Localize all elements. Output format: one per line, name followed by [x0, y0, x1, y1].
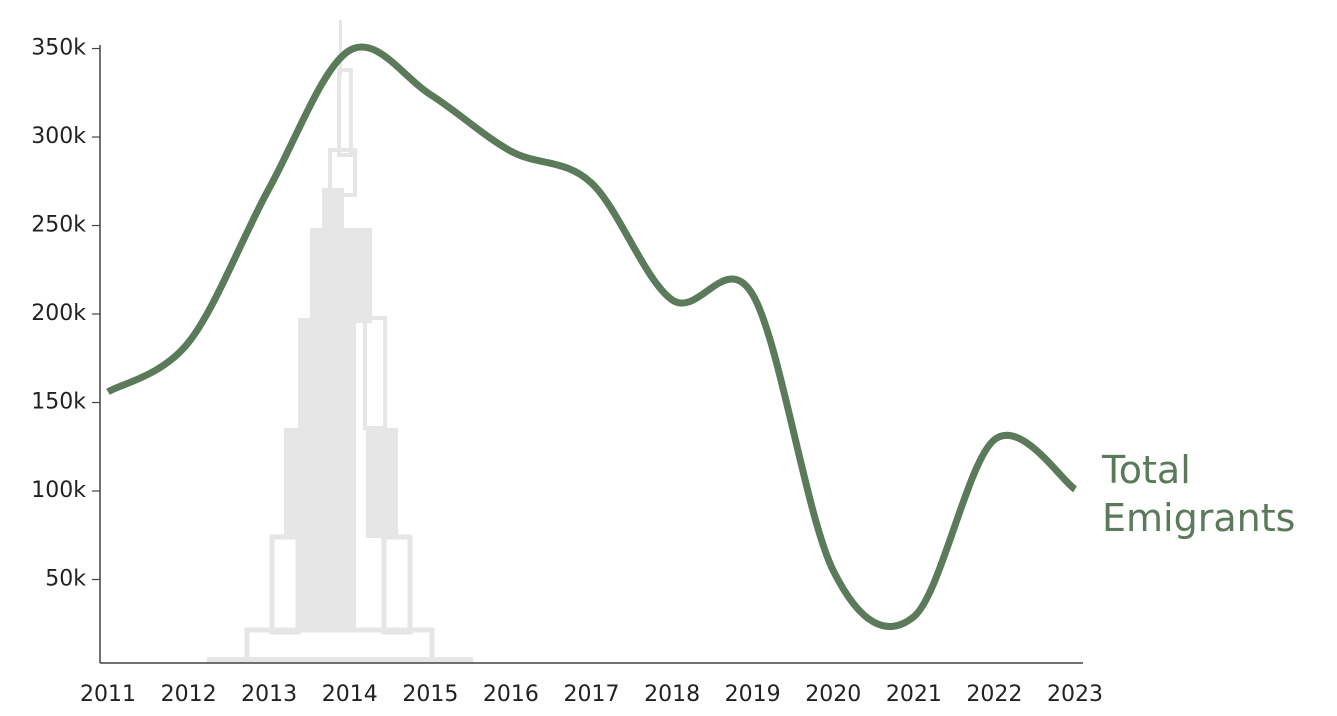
x-tick-label: 2014: [322, 682, 378, 707]
x-tick-label: 2019: [725, 682, 781, 707]
series-label: Total Emigrants: [1102, 448, 1296, 540]
x-tick-label: 2011: [80, 682, 136, 707]
y-tick-label: 200k: [31, 301, 86, 326]
x-tick-label: 2017: [564, 682, 620, 707]
y-tick-label: 350k: [31, 36, 86, 61]
y-tick-label: 300k: [31, 124, 86, 149]
y-tick-label: 250k: [31, 213, 86, 238]
x-tick-label: 2016: [483, 682, 539, 707]
y-tick-label: 50k: [45, 567, 86, 592]
x-tick-label: 2022: [966, 682, 1022, 707]
x-tick-label: 2013: [241, 682, 297, 707]
x-tick-label: 2023: [1047, 682, 1103, 707]
line-series: [106, 43, 1078, 630]
y-tick-label: 150k: [31, 390, 86, 415]
y-tick-label: 100k: [31, 478, 86, 503]
x-tick-label: 2018: [644, 682, 700, 707]
x-tick-label: 2021: [886, 682, 942, 707]
x-tick-label: 2012: [161, 682, 217, 707]
x-tick-label: 2020: [805, 682, 861, 707]
x-tick-label: 2015: [402, 682, 458, 707]
building-silhouette: [207, 20, 473, 663]
